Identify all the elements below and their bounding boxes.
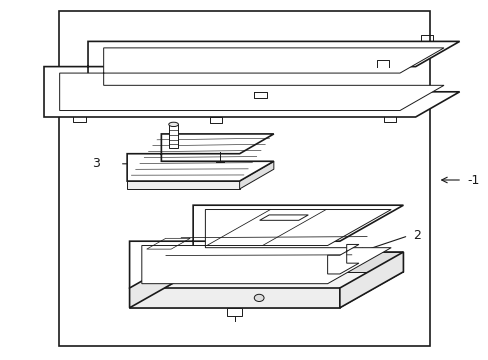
Polygon shape xyxy=(169,124,178,148)
Polygon shape xyxy=(193,252,403,272)
Polygon shape xyxy=(142,210,390,284)
Text: -1: -1 xyxy=(466,174,478,186)
Bar xyxy=(59,11,429,346)
Polygon shape xyxy=(129,252,193,308)
Polygon shape xyxy=(327,244,358,274)
Polygon shape xyxy=(129,288,339,308)
Polygon shape xyxy=(339,252,403,308)
Polygon shape xyxy=(127,134,273,181)
Text: 3: 3 xyxy=(92,157,100,170)
Polygon shape xyxy=(129,272,403,308)
Polygon shape xyxy=(227,308,242,316)
Polygon shape xyxy=(239,161,273,189)
Polygon shape xyxy=(129,205,403,288)
Ellipse shape xyxy=(168,122,178,126)
Polygon shape xyxy=(60,48,443,111)
Polygon shape xyxy=(259,215,308,220)
Circle shape xyxy=(254,294,264,302)
Text: 2: 2 xyxy=(412,229,420,242)
Polygon shape xyxy=(127,181,239,189)
Polygon shape xyxy=(44,41,459,117)
